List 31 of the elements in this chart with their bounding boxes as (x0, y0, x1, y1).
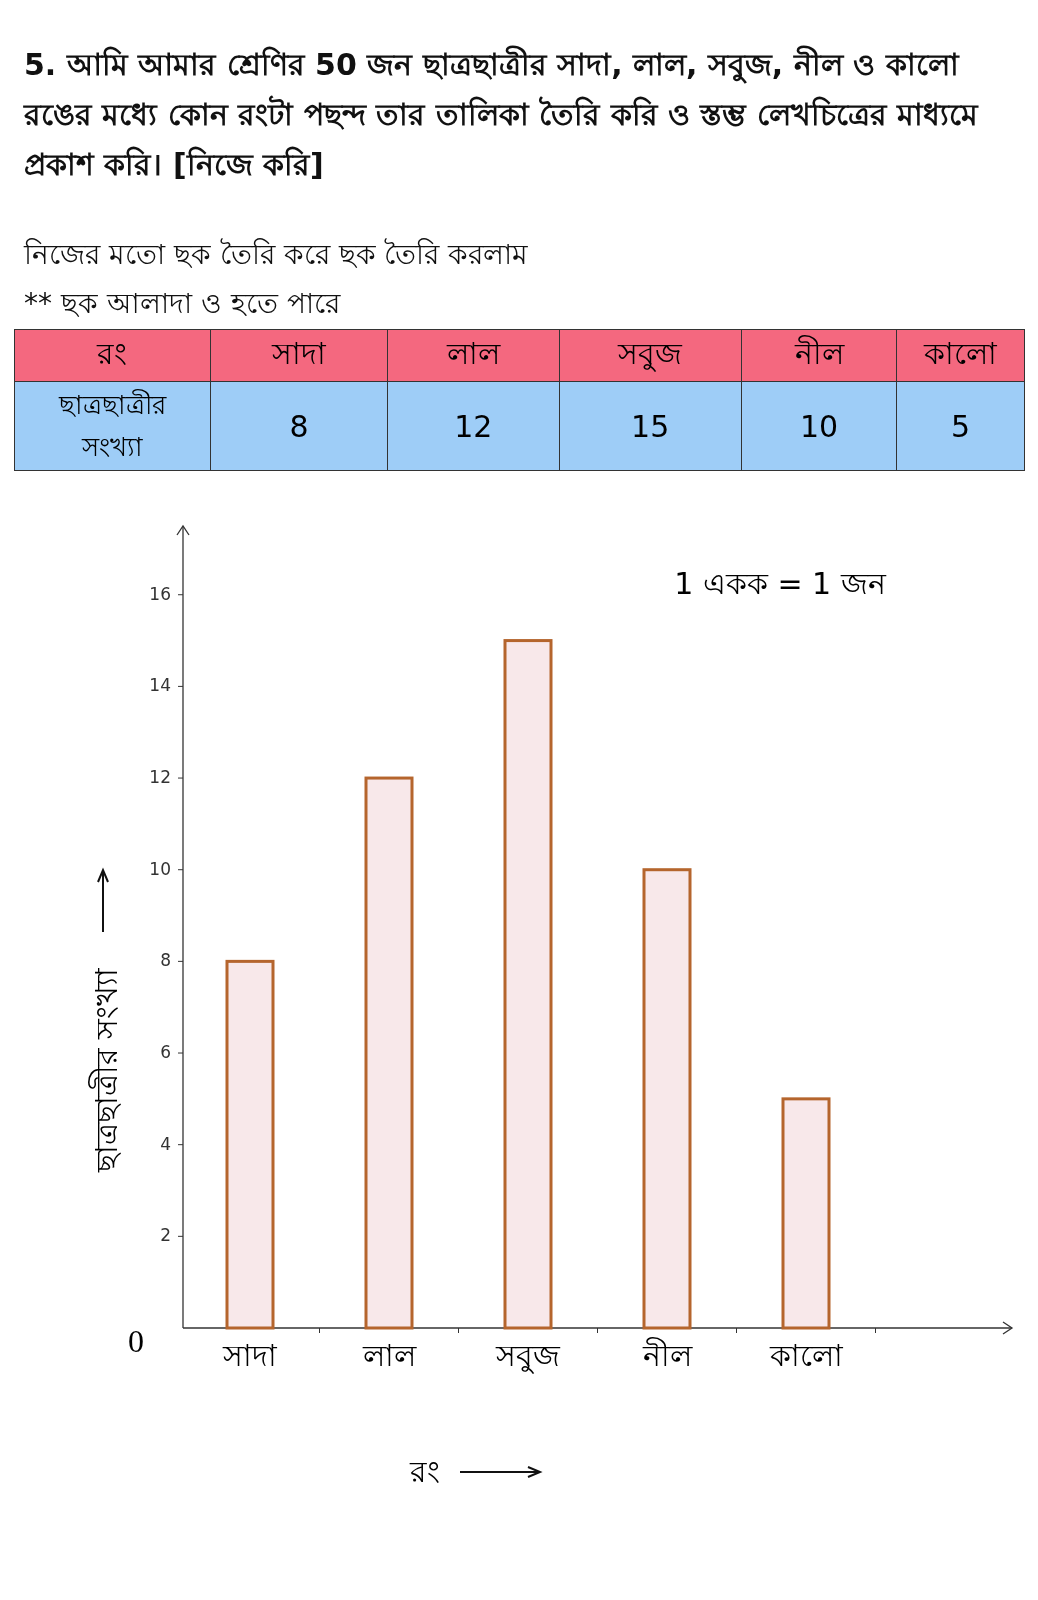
text: 15 (559, 381, 742, 471)
y-tick-label: 4 (160, 1133, 171, 1154)
y-tick-label: 16 (149, 583, 171, 604)
text: 12 (387, 381, 559, 471)
annotation: 1 একক = 1 জন (674, 566, 887, 601)
y-axis-title: ছাত্রছাত্রীর সংখ্যা (88, 966, 124, 1174)
x-tick-label: সাদা (222, 1338, 278, 1373)
category-label: সবুজ (618, 336, 683, 371)
y-tick-label: 10 (149, 858, 171, 879)
y-tick-label: 14 (149, 675, 171, 696)
x-tick-label: সবুজ (495, 1338, 561, 1374)
y-tick-label: 12 (149, 767, 171, 788)
text: 10 (741, 381, 897, 471)
category-label: নীল (794, 336, 844, 371)
x-axis-title: রং (409, 1454, 440, 1489)
text: 0 (128, 1323, 144, 1359)
category-label: লাল (446, 336, 500, 371)
category-label: সাদা (272, 336, 326, 371)
text: রং (97, 336, 128, 371)
x-tick-label: কালো (768, 1338, 844, 1373)
x-tick-label: নীল (641, 1337, 693, 1373)
text: ছাত্রছাত্রীর সংখ্যা (58, 390, 166, 462)
text: ** ছক আলাদা ও হতে পারে (24, 286, 340, 322)
y-tick-label: 6 (160, 1042, 171, 1063)
y-tick-label: 8 (160, 950, 171, 971)
category-label: কালো (924, 336, 998, 371)
chart-title: 5. আমি আমার শ্রেণির 50 জন ছাত্রছাত্রীর সাদা, লাল, সবুজ, নীল ও কালো রঙের মধ্যে কোন রংটা পছন্দ তার তালিকা তৈরি করি ও স্তম্ভ লেখচিত্রের মাধ্যমে প্রকাশ করি। [নিজে করি] (24, 44, 980, 184)
text: 5 (896, 381, 1025, 471)
y-tick-label: 2 (160, 1225, 171, 1246)
chart-subtitle: নিজের মতো ছক তৈরি করে ছক তৈরি করলাম (24, 237, 529, 273)
x-tick-label: লাল (361, 1338, 417, 1373)
